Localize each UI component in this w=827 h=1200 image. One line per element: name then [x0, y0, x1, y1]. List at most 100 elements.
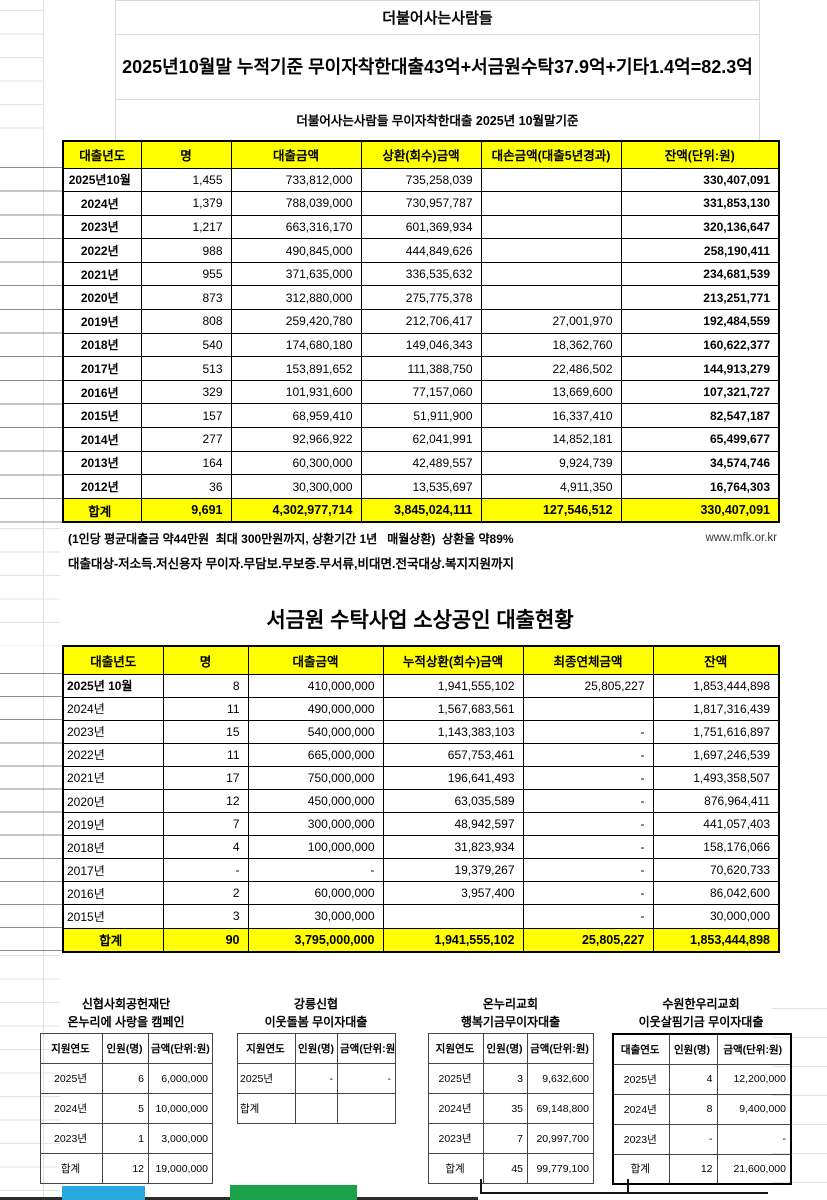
table-row: 2020년 12 450,000,000 63,035,589-876,964,411 [62, 788, 780, 814]
table-cell: 2020년 [62, 285, 142, 311]
table-cell: 2019년 [62, 309, 142, 334]
website-link[interactable]: www.mfk.or.kr [705, 532, 777, 544]
table-cell: 2016년 [62, 379, 142, 405]
table-cell: 36 [140, 474, 232, 499]
column-header: 잔액 [652, 645, 780, 675]
table-cell: 20,997,700 [527, 1123, 594, 1154]
table-cell: 2024년 [62, 696, 164, 721]
table-cell: - [337, 1063, 396, 1094]
table-cell: 45 [483, 1153, 528, 1184]
table-cell: 153,891,652 [230, 356, 362, 381]
table-cell: 450,000,000 [247, 788, 384, 814]
table-row: 2018년 540 174,680,180 149,046,343 18,362,760… [62, 332, 780, 358]
table-row: 2015년 157 68,959,410 51,911,900 16,337,410 82… [62, 403, 780, 429]
table-cell [522, 696, 654, 721]
table-cell: 30,300,000 [230, 474, 362, 499]
table-cell: 42,489,557 [360, 450, 482, 476]
table-cell: 601,369,934 [360, 214, 482, 240]
table-cell: 12 [668, 1153, 718, 1185]
table-cell: 63,035,589 [382, 788, 524, 814]
table-cell: 16,764,303 [620, 474, 780, 499]
table-cell: - [522, 788, 654, 814]
table-cell: 2023년 [428, 1123, 484, 1154]
table-row: 2014년 277 92,966,922 62,041,991 14,852,181 65… [62, 427, 780, 452]
table-cell: 300,000,000 [247, 812, 384, 837]
table-cell: 2024년 [428, 1093, 484, 1124]
table-cell: 2017년 [62, 858, 164, 883]
table-cell: 2025년10월 [62, 167, 142, 193]
table-cell: 11 [162, 696, 249, 721]
table-cell: 1 [102, 1123, 149, 1154]
table-cell: 11 [162, 742, 249, 767]
table-cell: 441,057,403 [652, 812, 780, 837]
mini-table-subtitle: 이웃돌봄 무이자대출 [264, 1015, 368, 1029]
table-cell: - [716, 1123, 792, 1155]
column-header: 지원연도 [237, 1033, 296, 1064]
table-cell: 1,853,444,898 [652, 673, 780, 698]
table-cell: 750,000,000 [247, 765, 384, 790]
table-cell: 8 [668, 1093, 718, 1125]
table-cell: 657,753,461 [382, 742, 524, 767]
table-cell: 2015년 [62, 904, 164, 929]
table-cell: 69,148,800 [527, 1093, 594, 1124]
table-cell: 4 [162, 835, 249, 860]
table-row: 2023년 - - [612, 1123, 792, 1155]
table-cell: 3,957,400 [382, 881, 524, 906]
table-cell: 2023년 [62, 214, 142, 240]
mini-table-title: 강릉신협 [293, 997, 339, 1011]
page-title-text: 더불어사는사람들 [382, 10, 493, 27]
table-cell [480, 285, 622, 311]
table-cell: 3,845,024,111 [360, 497, 482, 523]
gutter-row-lines-table1 [0, 167, 62, 523]
table-row: 합계 90 3,795,000,000 1,941,555,102 25,805,227… [62, 927, 780, 953]
table-cell: 86,042,600 [652, 881, 780, 906]
table-cell: 14,852,181 [480, 427, 622, 452]
table-row: 2025년 - - [237, 1063, 396, 1094]
table-cell: 31,823,934 [382, 835, 524, 860]
table-cell: 22,486,502 [480, 356, 622, 381]
table-cell: 160,622,377 [620, 332, 780, 358]
table-row: 2023년 7 20,997,700 [428, 1123, 594, 1154]
table-row: 2016년 2 60,000,000 3,957,400-86,042,600 [62, 881, 780, 906]
table-cell: 13,535,697 [360, 474, 482, 499]
table-cell: 164 [140, 450, 232, 476]
table-row: 2025년10월 1,455 733,812,000 735,258,039 330,4… [62, 167, 780, 193]
chart-fragment-tick [480, 1179, 482, 1194]
table-cell: 1,853,444,898 [652, 927, 780, 953]
table-cell: 876,964,411 [652, 788, 780, 814]
column-header: 최종연체금액 [522, 645, 654, 675]
table-cell: 6 [102, 1063, 149, 1094]
table-cell [480, 238, 622, 263]
table-cell: 13,669,600 [480, 379, 622, 405]
table-cell: 60,000,000 [247, 881, 384, 906]
table-cell: 174,680,180 [230, 332, 362, 358]
column-header: 지원연도 [40, 1033, 103, 1064]
table-cell: 9,632,600 [527, 1063, 594, 1094]
table-cell: - [522, 812, 654, 837]
table-cell [295, 1093, 338, 1124]
table-cell: 330,407,091 [620, 497, 780, 523]
column-header: 대출금액 [230, 140, 362, 169]
column-header: 인원(명) [668, 1033, 718, 1065]
mini-table-title: 온누리교회 [482, 997, 539, 1011]
table-cell: 19,000,000 [148, 1153, 213, 1184]
table-cell: 336,535,632 [360, 261, 482, 287]
mini-table-title: 신협사회공헌재단 [81, 997, 171, 1011]
gutter-gridlines-top [0, 10, 43, 140]
table-cell: 합계 [428, 1153, 484, 1184]
mini-table: 대출연도 인원(명) 금액(단위:원) 2025년 4 12,200,000 2024년 8… [612, 1033, 792, 1185]
column-header: 금액(단위:원) [148, 1033, 213, 1064]
page-subtitle: 2025년10월말 누적기준 무이자착한대출43억+서금원수탁37.9억+기타1… [115, 33, 760, 100]
table-row: 2020년 873 312,880,000 275,775,378 213,251,77… [62, 285, 780, 311]
table-cell: 9,691 [140, 497, 232, 523]
table-cell: 1,455 [140, 167, 232, 193]
table-cell: 988 [140, 238, 232, 263]
column-header: 인원(명) [483, 1033, 528, 1064]
table-cell: 663,316,170 [230, 214, 362, 240]
table-row: 2012년 36 30,300,000 13,535,697 4,911,350 16,7… [62, 474, 780, 499]
mini-table-body: 2025년 3 9,632,600 2024년 35 69,148,800 2023년 7 20… [428, 1063, 594, 1184]
table-cell: - [522, 904, 654, 929]
table-cell: - [295, 1063, 338, 1094]
table-row: 2017년 - -19,379,267-70,620,733 [62, 858, 780, 883]
